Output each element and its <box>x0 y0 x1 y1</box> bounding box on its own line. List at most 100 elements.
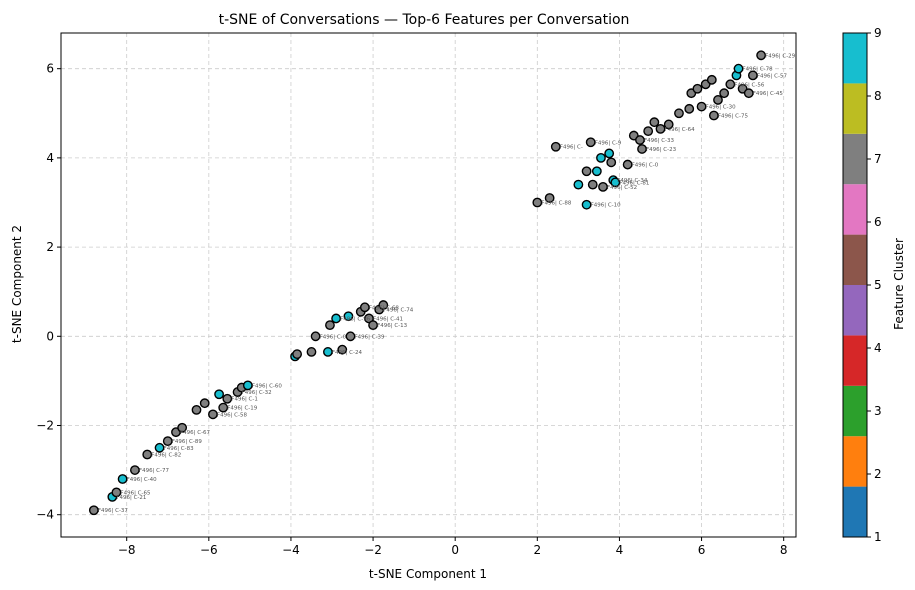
scatter-point <box>368 320 378 331</box>
scatter-point <box>218 402 229 413</box>
y-tick-label: −2 <box>36 418 54 432</box>
scatter-point <box>573 179 584 190</box>
point-label: F496| C-33 <box>644 138 675 144</box>
colorbar-segment <box>843 436 867 487</box>
point-label: F496| C-83 <box>164 446 195 452</box>
scatter-point <box>708 110 719 121</box>
point-label: F496| C-39 <box>354 334 385 340</box>
point-label: F496| C-64 <box>664 127 695 133</box>
scatter-point <box>292 349 303 360</box>
point-label: F496| C-24 <box>332 350 363 356</box>
scatter-point <box>130 465 140 475</box>
point-label: F496| C-34 <box>617 178 648 184</box>
scatter-point <box>706 74 717 85</box>
scatter-point <box>154 442 165 453</box>
y-tick-label: 2 <box>46 240 54 254</box>
scatter-point <box>117 474 128 484</box>
scatter-point <box>322 347 333 357</box>
x-tick-label: 6 <box>698 543 706 557</box>
point-label: F496| C-32 <box>242 390 272 396</box>
point-label: F496| C-67 <box>180 430 211 436</box>
scatter-point <box>725 79 736 90</box>
scatter-point <box>596 152 606 163</box>
point-label: F496| C-30 <box>706 105 737 111</box>
scatter-point <box>692 83 703 94</box>
grid-lines <box>61 33 796 537</box>
y-tick-label: −4 <box>36 508 54 522</box>
point-label: F496| C-52 <box>607 185 637 191</box>
y-tick-label: 6 <box>46 62 54 76</box>
colorbar-segment <box>843 83 867 134</box>
scatter-point <box>337 344 348 355</box>
data-points <box>88 50 766 516</box>
point-label: F496| C-0 <box>632 163 659 169</box>
scatter-point <box>587 179 598 190</box>
scatter-point <box>684 103 695 114</box>
x-tick-label: 0 <box>451 543 459 557</box>
colorbar: 1 2 3 4 5 6 7 8 9 <box>842 26 882 544</box>
scatter-point <box>747 70 758 81</box>
point-label: F496| C-13 <box>377 323 408 329</box>
scatter-point <box>222 393 233 404</box>
colorbar-title: Feature Cluster <box>892 238 906 330</box>
point-label: F496| C-96 <box>340 316 371 322</box>
scatter-point <box>604 148 615 159</box>
x-tick-label: 8 <box>780 543 788 557</box>
point-label: F496| C- <box>560 145 583 151</box>
point-label: F496| C-40 <box>127 477 158 483</box>
point-label: F496| C-37 <box>98 508 129 514</box>
point-label: F496| C-45 <box>753 91 784 97</box>
x-axis: −8 −6 −4 −2 0 2 4 6 8 <box>118 537 788 557</box>
scatter-point <box>585 137 596 148</box>
plot-background <box>61 33 796 537</box>
colorbar-tick-label: 4 <box>874 341 882 355</box>
scatter-point <box>306 347 317 357</box>
scatter-point <box>756 50 766 61</box>
point-label: F496| C-88 <box>541 200 572 206</box>
scatter-point <box>610 177 621 188</box>
point-label: F496| C-81 <box>619 180 649 186</box>
scatter-point <box>191 404 202 415</box>
colorbar-tick-label: 5 <box>874 278 882 292</box>
scatter-point <box>162 436 173 447</box>
point-label: F496| C-1 <box>231 397 258 403</box>
scatter-point <box>331 313 342 324</box>
chart-title: t-SNE of Conversations — Top-6 Features … <box>219 12 630 28</box>
colorbar-segment <box>843 234 867 285</box>
point-label: F496| C-41 <box>373 316 403 322</box>
point-label: F496| C-10 <box>591 203 622 209</box>
scatter-point <box>581 166 592 177</box>
scatter-point <box>111 487 122 498</box>
scatter-point <box>635 135 645 145</box>
point-label: F496| C-56 <box>734 82 765 88</box>
point-label: F496| C-57 <box>757 73 788 79</box>
scatter-point <box>655 123 666 134</box>
scatter-point <box>208 409 218 420</box>
point-label: F496| C-0 <box>320 334 347 340</box>
colorbar-segment <box>843 385 867 437</box>
point-label: F496| C-77 <box>139 468 170 474</box>
scatter-point <box>591 166 602 177</box>
x-tick-label: 4 <box>616 543 624 557</box>
colorbar-tick-label: 2 <box>874 467 882 481</box>
scatter-point <box>345 331 356 342</box>
scatter-point <box>325 320 335 331</box>
scatter-point <box>649 117 660 128</box>
point-label: F496| C-29 <box>765 53 796 59</box>
colorbar-tick-label: 9 <box>874 26 882 40</box>
scatter-point <box>544 193 555 203</box>
point-label: F496| C-23 <box>646 147 677 153</box>
colorbar-segment <box>843 133 867 185</box>
scatter-point <box>88 505 99 516</box>
y-axis: −4 −2 0 2 4 6 <box>36 62 61 522</box>
scatter-point <box>581 199 592 210</box>
scatter-point <box>550 141 561 152</box>
point-label: F496| C-78 <box>743 67 774 73</box>
x-tick-label: −8 <box>118 543 136 557</box>
scatter-point <box>343 311 354 322</box>
point-label: F496| C-75 <box>718 114 749 120</box>
colorbar-tick-label: 3 <box>874 404 882 418</box>
colorbar-segment <box>843 486 867 537</box>
colorbar-tick-label: 7 <box>874 152 882 166</box>
